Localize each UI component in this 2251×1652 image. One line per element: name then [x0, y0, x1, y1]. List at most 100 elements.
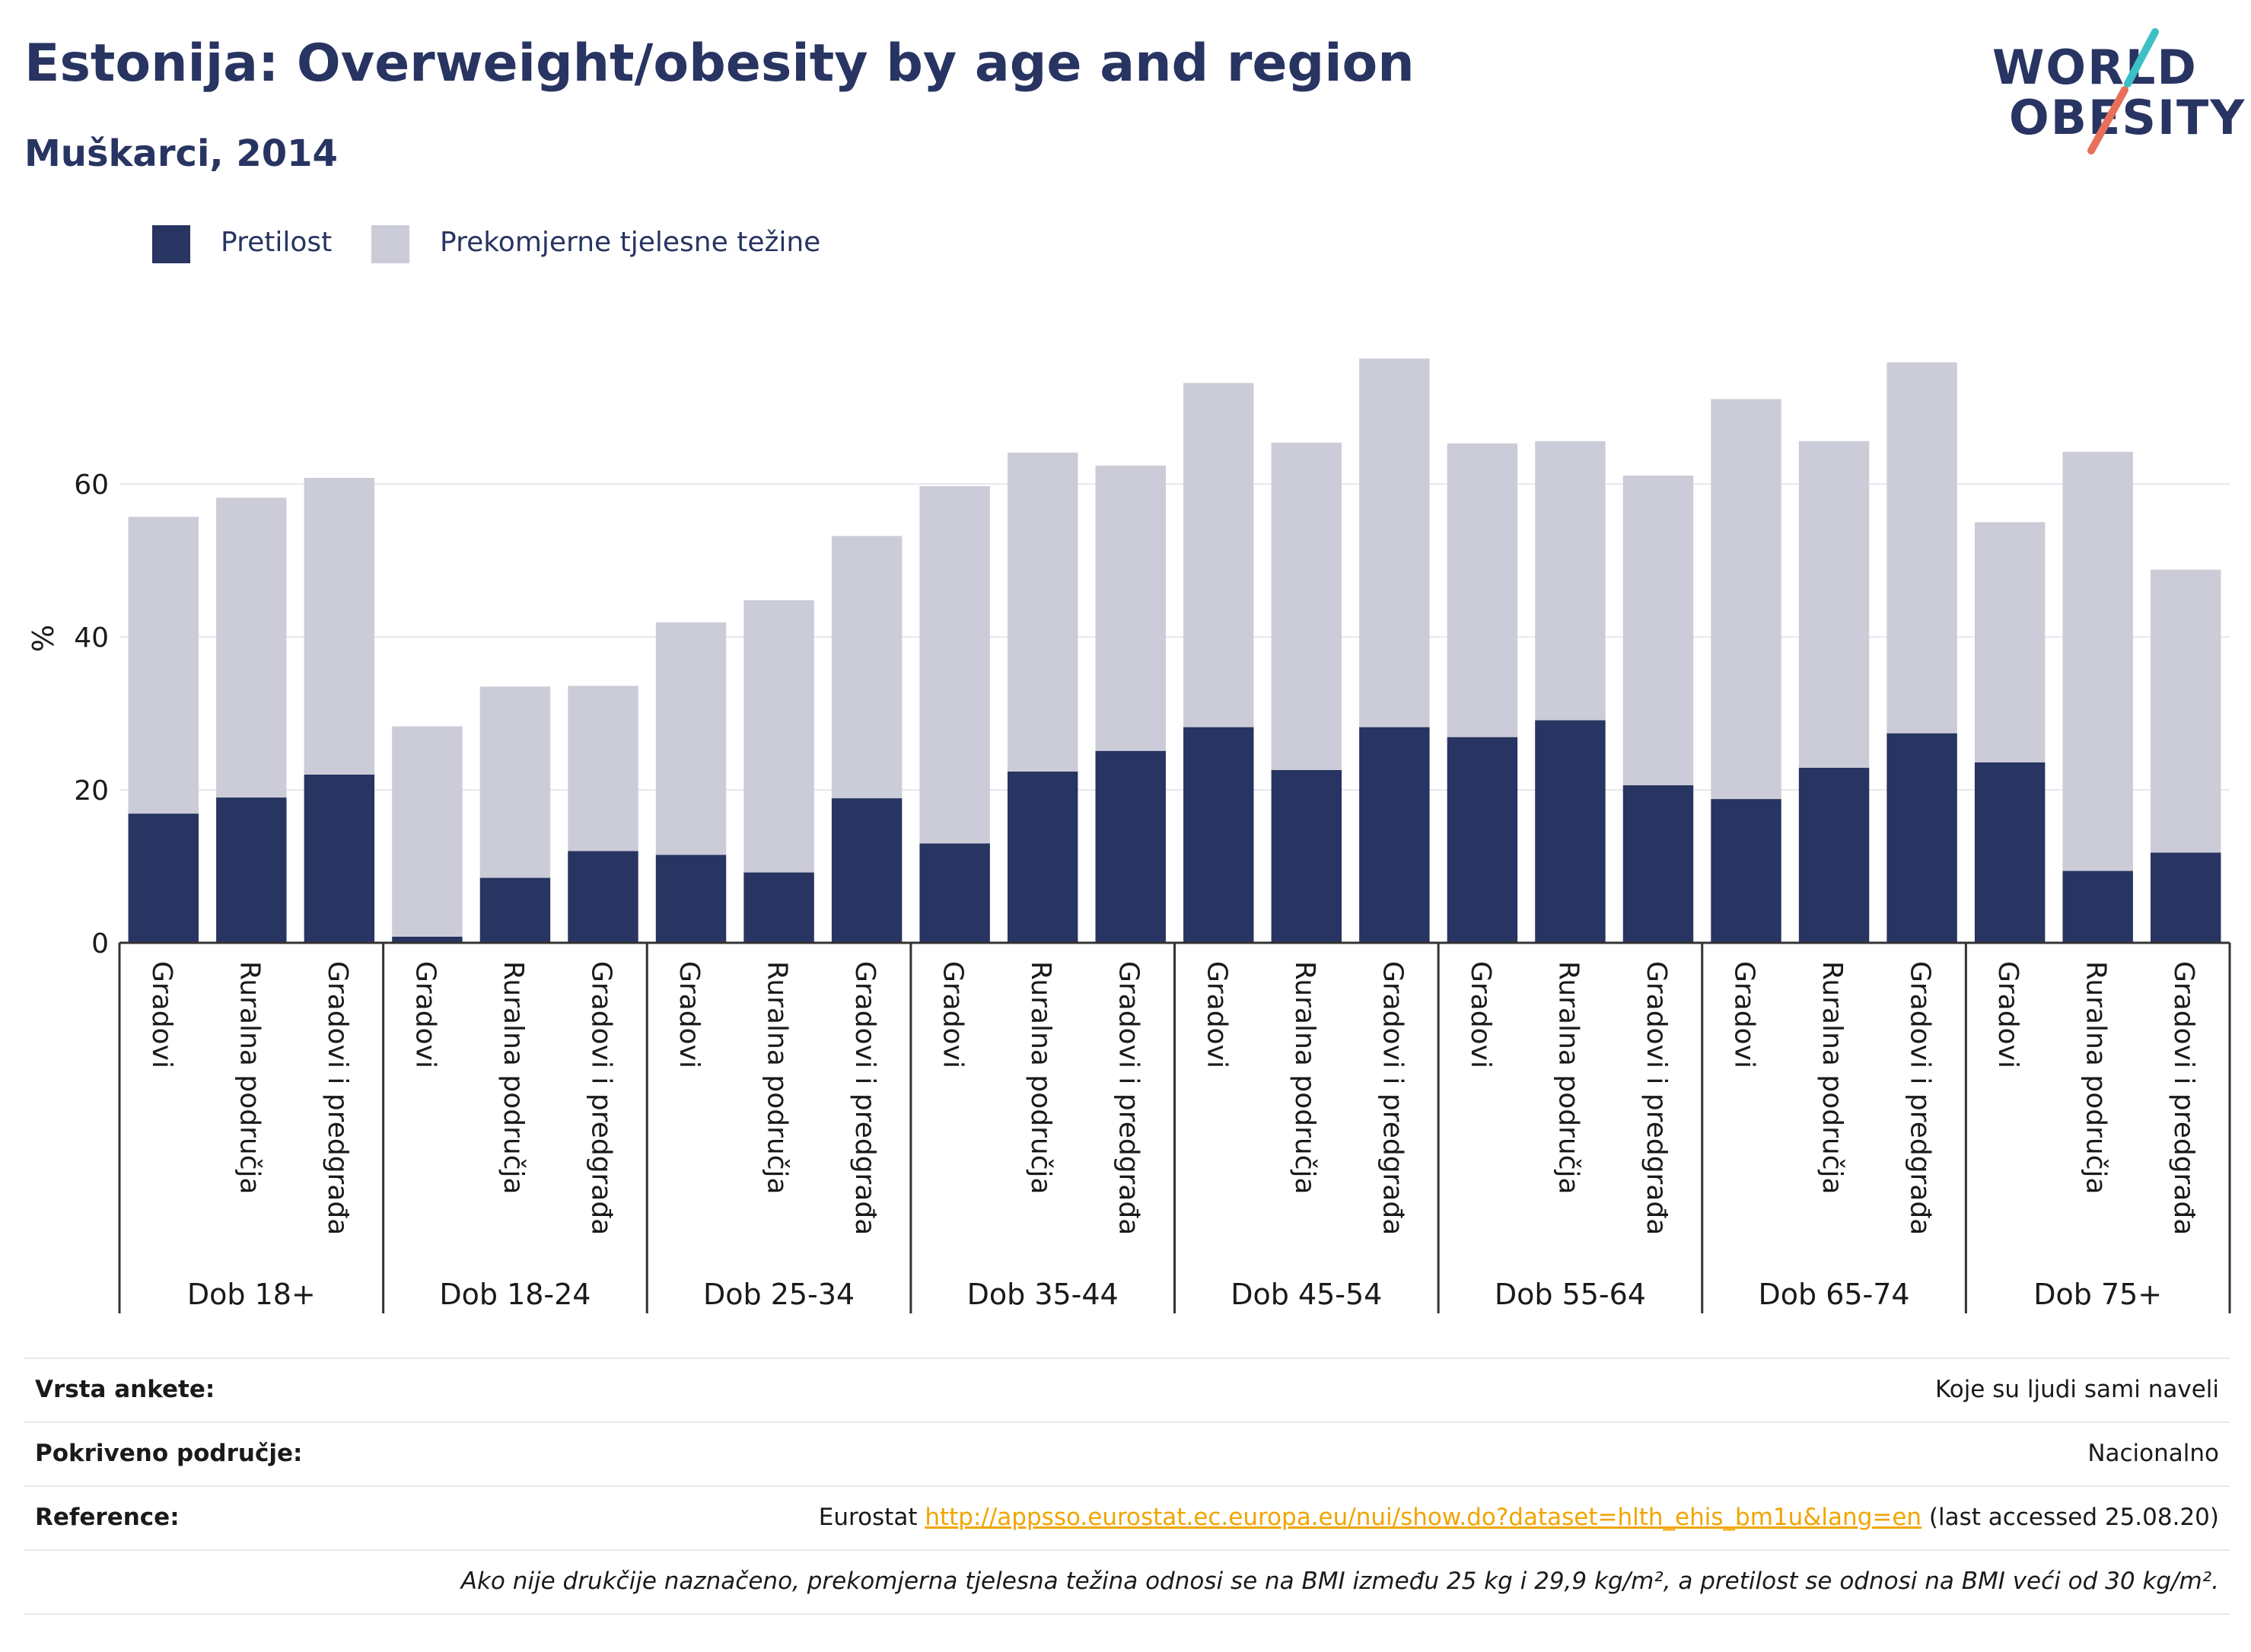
legend-swatch-pretilost [152, 225, 190, 263]
bar-pretilost [1886, 733, 1957, 943]
bar-pretilost [1622, 785, 1694, 943]
x-tick-label: Gradovi [673, 961, 705, 1068]
x-tick-label: Gradovi i predgrađa [849, 961, 880, 1235]
bar-pretilost [1974, 762, 2046, 943]
x-tick-label: Gradovi [1729, 961, 1760, 1068]
group-label: Dob 35-44 [967, 1278, 1119, 1311]
x-tick-label: Gradovi i predgrađa [322, 961, 353, 1235]
bar-prekomjerne [128, 517, 199, 814]
x-tick-label: Ruralna područja [1289, 961, 1320, 1195]
x-tick-label: Ruralna područja [498, 961, 529, 1195]
bar-prekomjerne [1798, 441, 1870, 768]
group-label: Dob 25-34 [703, 1278, 855, 1311]
info-value: Nacionalno [2087, 1440, 2219, 1467]
logo-slash-icon [2087, 28, 2159, 154]
bar-prekomjerne [1359, 358, 1430, 727]
x-tick-label: Gradovi [1465, 961, 1496, 1068]
group-label: Dob 18-24 [439, 1278, 591, 1311]
y-tick-label: 0 [91, 928, 109, 960]
bar-pretilost [743, 872, 814, 943]
x-tick-label: Gradovi [1201, 961, 1232, 1068]
info-row-survey-type: Vrsta ankete: Koje su ljudi sami naveli [24, 1358, 2230, 1421]
bar-prekomjerne [1974, 522, 2046, 762]
bar-prekomjerne [392, 726, 463, 937]
x-tick-label: Ruralna područja [1816, 961, 1848, 1195]
x-tick-label: Ruralna područja [234, 961, 265, 1195]
bar-pretilost [2151, 852, 2221, 943]
x-tick-label: Gradovi i predgrađa [1641, 961, 1672, 1235]
group-label: Dob 45-54 [1231, 1278, 1382, 1311]
bar-prekomjerne [1095, 465, 1166, 751]
chart-subtitle: Muškarci, 2014 [24, 132, 338, 175]
x-tick-label: Gradovi [409, 961, 441, 1068]
bar-prekomjerne [1007, 452, 1078, 772]
bar-prekomjerne [831, 536, 903, 799]
bar-pretilost [1798, 767, 1870, 943]
legend-label-prekomjerne: Prekomjerne tjelesne težine [440, 227, 821, 258]
bar-prekomjerne [743, 600, 814, 873]
chart-svg: 0 20 40 60% Gradovi Ruralna područja Gradovi i… [27, 358, 2231, 1313]
reference-link[interactable]: http://appsso.eurostat.ec.europa.eu/nui/… [925, 1504, 1922, 1531]
bar-prekomjerne [568, 686, 638, 851]
x-tick-label: Gradovi [1992, 961, 2023, 1068]
x-tick-label: Gradovi i predgrađa [585, 961, 616, 1235]
bar-pretilost [1447, 737, 1518, 943]
y-tick-label: 20 [74, 775, 109, 807]
bar-pretilost [392, 936, 463, 943]
bar-prekomjerne [216, 498, 287, 798]
logo-line-2: OBESITY [2009, 90, 2246, 145]
info-row-note: Ako nije drukčije naznačeno, prekomjerna… [24, 1549, 2230, 1615]
x-tick-label: Gradovi i predgrađa [1377, 961, 1408, 1235]
x-tick-label: Gradovi [146, 961, 177, 1068]
bar-prekomjerne [2151, 569, 2221, 853]
y-tick-label: 60 [74, 469, 109, 501]
bar-pretilost [2062, 871, 2133, 943]
bar-pretilost [479, 877, 551, 943]
bar-prekomjerne [655, 622, 727, 855]
bar-pretilost [1183, 727, 1254, 943]
world-obesity-logo: WORLD OBESITY [1979, 23, 2244, 160]
bar-pretilost [1711, 799, 1781, 943]
reference-suffix: (last accessed 25.08.20) [1921, 1504, 2219, 1531]
info-row-reference: Reference: Eurostat http://appsso.eurost… [24, 1485, 2230, 1549]
group-label: Dob 55-64 [1495, 1278, 1646, 1311]
bar-prekomjerne [1183, 383, 1254, 727]
bar-pretilost [831, 798, 903, 943]
bar-prekomjerne [1711, 399, 1781, 800]
bar-pretilost [1095, 750, 1166, 943]
bar-pretilost [568, 851, 638, 943]
bar-pretilost [1007, 771, 1078, 943]
info-table: Vrsta ankete: Koje su ljudi sami naveli … [24, 1358, 2230, 1615]
info-label: Pokriveno područje: [35, 1440, 303, 1467]
bar-pretilost [1359, 727, 1430, 943]
bar-pretilost [1535, 720, 1606, 943]
bar-prekomjerne [1447, 443, 1518, 737]
logo-line-1: WORLD [1992, 40, 2198, 95]
bar-pretilost [216, 797, 287, 943]
x-tick-label: Ruralna područja [1552, 961, 1584, 1195]
bar-pretilost [919, 843, 990, 943]
y-tick-label: 40 [74, 622, 109, 654]
group-label: Dob 18+ [187, 1278, 316, 1311]
bar-pretilost [655, 855, 727, 943]
definition-note: Ako nije drukčije naznačeno, prekomjerna… [460, 1568, 2219, 1595]
bar-prekomjerne [2062, 451, 2133, 871]
x-tick-label: Gradovi [938, 961, 969, 1068]
y-axis-label: % [27, 625, 60, 652]
bar-prekomjerne [1886, 362, 1957, 734]
legend-swatch-prekomjerne [371, 225, 409, 263]
chart-title: Estonija: Overweight/obesity by age and … [24, 33, 1415, 94]
bar-prekomjerne [1271, 442, 1342, 770]
bar-pretilost [304, 774, 375, 943]
bar-prekomjerne [479, 686, 551, 878]
bar-prekomjerne [1535, 441, 1606, 721]
x-tick-label: Ruralna područja [762, 961, 793, 1195]
x-tick-label: Gradovi i predgrađa [2168, 961, 2199, 1235]
bar-prekomjerne [304, 477, 375, 775]
x-tick-label: Gradovi i predgrađa [1113, 961, 1145, 1235]
info-value: Koje su ljudi sami naveli [1934, 1376, 2219, 1403]
info-label: Vrsta ankete: [35, 1376, 215, 1403]
bar-prekomjerne [919, 486, 990, 844]
x-tick-label: Ruralna područja [1025, 961, 1056, 1195]
info-value-reference: Eurostat http://appsso.eurostat.ec.europ… [819, 1504, 2219, 1531]
